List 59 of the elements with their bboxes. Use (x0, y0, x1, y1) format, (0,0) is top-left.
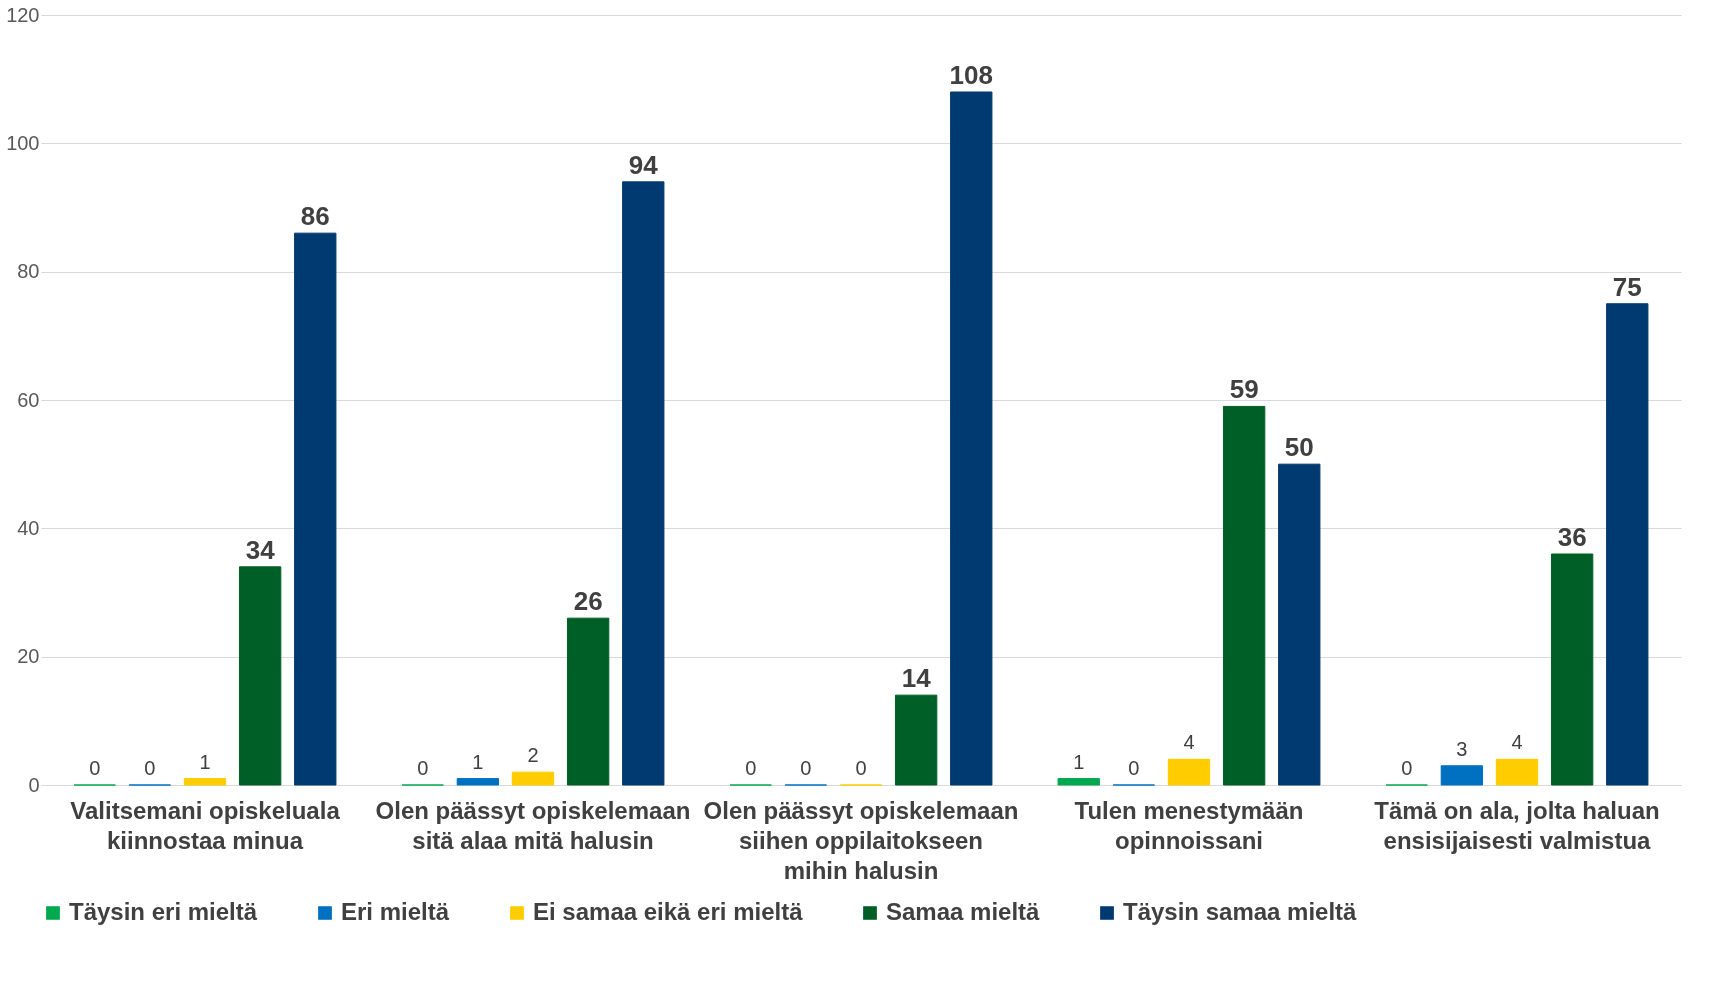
x-tick-label: Tulen menestymään opinnoissani (1074, 796, 1304, 854)
y-tick-label: 60 (17, 388, 40, 411)
y-tick-label: 100 (6, 131, 40, 154)
data-label: 0 (89, 757, 101, 779)
data-label: 86 (300, 201, 330, 232)
y-tick-label: 80 (17, 260, 40, 283)
legend-label: Täysin eri mieltä (69, 898, 258, 925)
bar (1167, 758, 1211, 786)
bar (456, 778, 500, 786)
data-label: 4 (1511, 731, 1523, 754)
y-tick-label: 0 (28, 773, 40, 796)
legend-label: Samaa mieltä (886, 898, 1041, 925)
data-label: 2 (527, 744, 539, 767)
x-tick-label: Olen päässyt opiskelemaan siihen oppilaitokseen mihin halusin (703, 796, 1019, 884)
data-label: 14 (901, 663, 932, 694)
data-label: 4 (1183, 731, 1195, 754)
y-tick-label: 120 (6, 3, 40, 26)
data-label: 1 (1073, 750, 1085, 773)
bar (1606, 303, 1649, 786)
bar (1495, 758, 1539, 786)
data-label: 75 (1612, 271, 1642, 302)
bar (1550, 553, 1594, 786)
bar (950, 91, 993, 786)
bar (894, 694, 938, 786)
x-tick-label: Olen päässyt opiskelemaan sitä alaa mitä halusin (375, 796, 691, 854)
bar (1278, 463, 1321, 786)
data-label: 36 (1557, 522, 1587, 552)
data-label: 1 (472, 750, 484, 773)
legend-label: Ei samaa eikä eri mieltä (533, 898, 804, 925)
data-label: 3 (1456, 737, 1468, 760)
data-label: 1 (199, 750, 211, 773)
data-label: 94 (628, 149, 659, 180)
bar (622, 181, 665, 786)
bar (511, 771, 555, 786)
bar (1222, 405, 1266, 786)
data-label: 0 (417, 757, 429, 779)
data-label: 26 (573, 586, 603, 617)
data-label: 0 (745, 757, 757, 779)
data-label: 0 (800, 757, 812, 779)
legend-label: Täysin samaa mieltä (1123, 898, 1358, 925)
data-label: 0 (1128, 757, 1140, 779)
data-label: 59 (1229, 374, 1259, 405)
bar (566, 617, 610, 786)
data-label: 0 (855, 757, 867, 779)
data-label: 0 (144, 757, 156, 779)
bar (238, 566, 282, 786)
bar (183, 778, 227, 786)
y-tick-label: 20 (17, 645, 40, 668)
x-tick-label: Valitsemani opiskeluala kiinnostaa minua (70, 796, 341, 854)
bar (294, 232, 337, 786)
data-label: 0 (1401, 757, 1413, 779)
data-label: 50 (1284, 432, 1314, 463)
bar (1440, 765, 1484, 786)
legend-label: Eri mieltä (341, 898, 450, 925)
bar (1057, 778, 1100, 786)
x-tick-label: Tämä on ala, jolta haluan ensisijaisesti valmistua (1374, 796, 1660, 854)
data-label: 34 (245, 534, 276, 565)
data-label: 108 (949, 60, 993, 90)
y-tick-label: 40 (17, 516, 40, 539)
